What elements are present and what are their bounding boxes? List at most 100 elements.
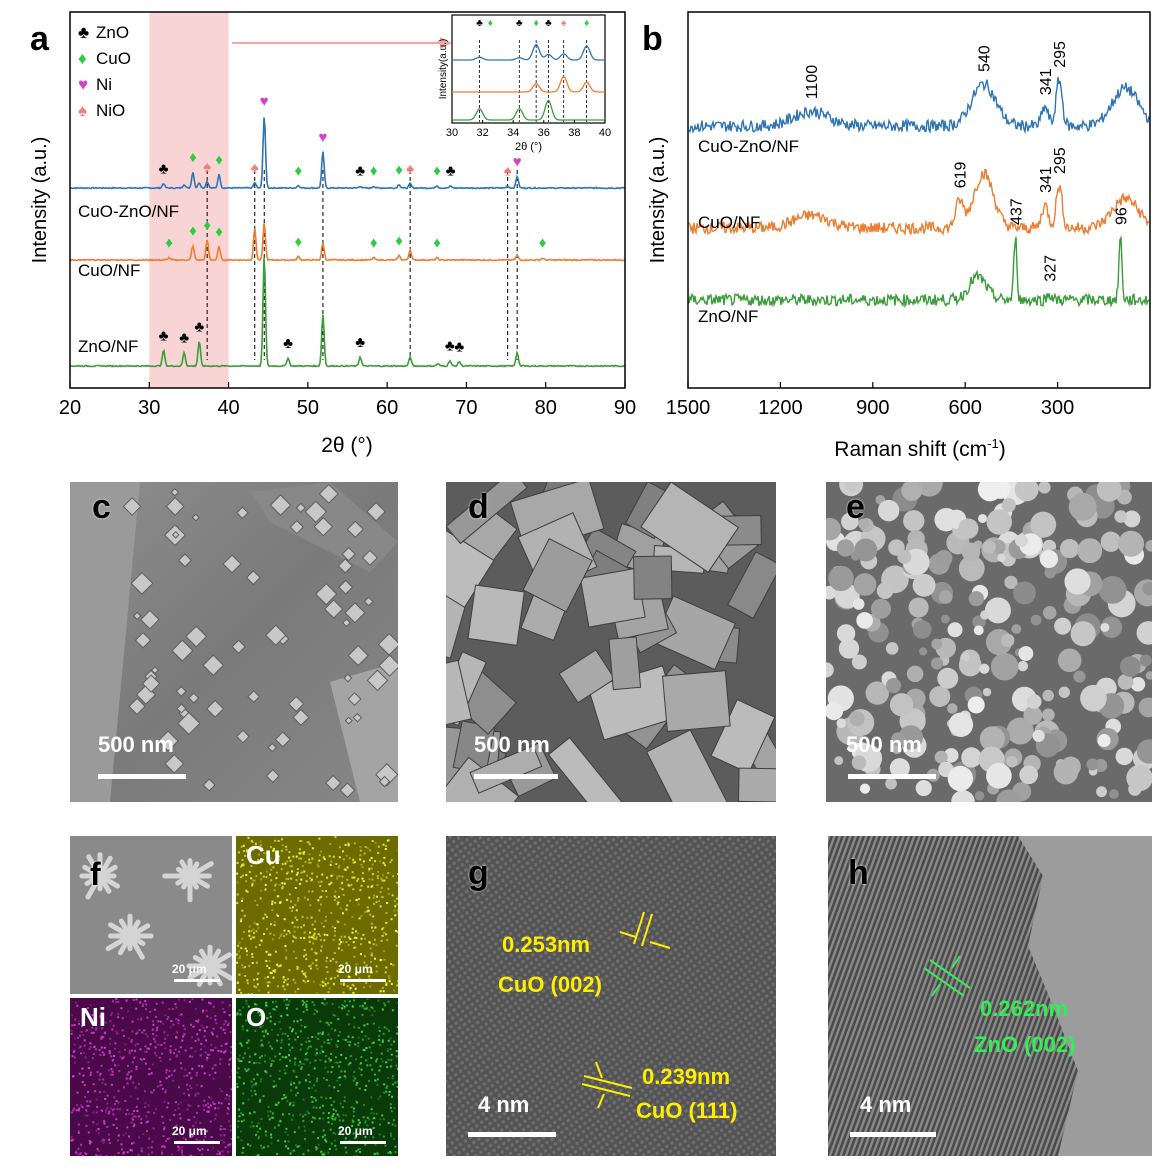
map-pixel (358, 898, 360, 900)
map-pixel (95, 1020, 98, 1023)
map-pixel (325, 895, 328, 898)
map-pixel (368, 1118, 371, 1121)
map-pixel (302, 1115, 304, 1118)
map-pixel (278, 855, 281, 858)
map-pixel (295, 855, 298, 858)
map-pixel (352, 1079, 355, 1082)
map-pixel (221, 1001, 224, 1004)
map-pixel (373, 894, 376, 897)
map-pixel (280, 849, 283, 852)
legend-label: NiO (96, 101, 125, 120)
crystal-block (469, 745, 543, 794)
map-pixel (121, 1148, 123, 1151)
hrtem-image-h: h 0.262nm ZnO (002) 4 nm (828, 836, 1152, 1156)
map-pixel (332, 1118, 335, 1121)
map-pixel (218, 1151, 221, 1154)
map-pixel (250, 839, 253, 842)
map-pixel (291, 1150, 294, 1153)
map-pixel (100, 1036, 103, 1038)
map-pixel (359, 849, 362, 852)
map-pixel (140, 1149, 143, 1152)
map-pixel (269, 932, 272, 935)
map-pixel (117, 1016, 120, 1019)
map-pixel (229, 1124, 232, 1127)
map-pixel (349, 937, 352, 940)
map-pixel (310, 1045, 312, 1048)
map-pixel (260, 878, 263, 881)
map-pixel (189, 1055, 192, 1058)
map-pixel (379, 990, 382, 992)
map-pixel (220, 1044, 223, 1047)
map-pixel (201, 1148, 204, 1151)
map-pixel (371, 971, 374, 974)
panel-letter-c: c (92, 488, 111, 526)
map-pixel (305, 880, 308, 883)
map-pixel (327, 1151, 330, 1154)
map-pixel (311, 1036, 314, 1038)
map-pixel (277, 839, 280, 842)
map-pixel (266, 981, 269, 984)
map-pixel (214, 1015, 217, 1017)
map-pixel (311, 890, 314, 893)
map-pixel (302, 1063, 305, 1065)
y-axis-label: Intensity (a.u.) (647, 137, 669, 264)
map-pixel (136, 1031, 139, 1034)
grain (856, 612, 873, 629)
map-pixel (314, 920, 317, 923)
map-pixel (153, 1089, 155, 1092)
map-pixel (222, 1127, 225, 1130)
grain (1130, 676, 1146, 692)
map-pixel (162, 1121, 165, 1124)
grain (903, 510, 925, 532)
map-pixel (240, 876, 243, 879)
spade-icon: ♠ (561, 18, 567, 29)
map-pixel (123, 1056, 125, 1058)
map-pixel (292, 934, 295, 937)
grain (1123, 510, 1141, 528)
grain (853, 573, 877, 596)
map-pixel (303, 1125, 306, 1128)
map-pixel (313, 1117, 316, 1120)
grain (1006, 755, 1018, 768)
map-pixel (214, 1071, 217, 1074)
diamond-icon: ♦ (189, 149, 197, 166)
series-label: CuO-ZnO/NF (78, 202, 179, 221)
map-pixel (333, 895, 336, 898)
map-pixel (132, 1081, 135, 1084)
grain (865, 681, 890, 705)
map-pixel (298, 857, 301, 860)
map-pixel (259, 1098, 262, 1101)
map-pixel (261, 1147, 264, 1150)
club-icon: ♣ (159, 327, 169, 344)
crystal (130, 571, 154, 595)
map-pixel (336, 1113, 339, 1116)
map-pixel (371, 926, 373, 929)
crystal-block (662, 670, 731, 732)
map-pixel (295, 957, 298, 960)
map-pixel (281, 1113, 284, 1116)
map-pixel (249, 855, 252, 858)
map-pixel (338, 856, 341, 859)
map-pixel (310, 964, 312, 967)
map-pixel (70, 1029, 73, 1032)
map-pixel (388, 1090, 391, 1093)
crystal (337, 558, 353, 574)
map-pixel (179, 1062, 182, 1065)
map-pixel (253, 932, 255, 934)
band-label: 619 (952, 161, 969, 188)
inset-frame (451, 14, 606, 124)
map-pixel (320, 949, 322, 952)
map-pixel (193, 1131, 196, 1134)
map-pixel (347, 944, 350, 946)
map-pixel (364, 955, 366, 958)
map-pixel (253, 978, 256, 981)
map-pixel (367, 1037, 370, 1040)
map-pixel (240, 1120, 243, 1123)
map-pixel (275, 1084, 278, 1087)
map-pixel (249, 1125, 252, 1128)
grain (979, 663, 990, 674)
map-pixel (131, 1020, 134, 1023)
map-pixel (208, 1053, 211, 1056)
map-pixel (198, 1064, 201, 1067)
grain (979, 726, 1005, 752)
